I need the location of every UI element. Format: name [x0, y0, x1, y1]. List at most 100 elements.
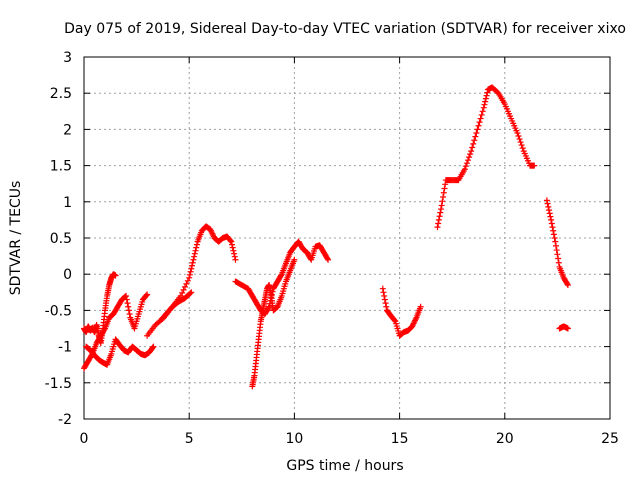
data-point [548, 216, 555, 223]
series-sat-c [83, 336, 157, 368]
data-point [149, 344, 156, 351]
data-point [126, 311, 133, 318]
data-point [190, 256, 197, 263]
data-point [514, 130, 521, 137]
chart-title: Day 075 of 2019, Sidereal Day-to-day VTE… [64, 21, 626, 37]
data-point [435, 220, 442, 227]
data-point [125, 303, 132, 310]
data-point [188, 289, 195, 296]
data-point [186, 274, 193, 281]
data-point [229, 244, 236, 251]
data-point [475, 122, 482, 129]
data-point [231, 250, 238, 257]
data-point [381, 292, 388, 299]
data-point [552, 242, 559, 249]
data-point [193, 241, 200, 248]
data-point [483, 92, 490, 99]
data-point [180, 286, 187, 293]
data-point [482, 98, 489, 105]
data-point [551, 235, 558, 241]
data-point [482, 95, 489, 102]
data-point [183, 280, 190, 287]
y-tick-label: -1 [58, 340, 72, 356]
data-point [188, 265, 195, 272]
data-point [470, 140, 477, 147]
data-point [552, 238, 559, 245]
data-point [555, 255, 562, 262]
axis-ticks [83, 56, 611, 420]
data-point [123, 292, 130, 299]
x-tick-label: 10 [285, 431, 303, 447]
data-point [442, 181, 449, 188]
data-point [228, 241, 235, 248]
y-tick-label: 0 [63, 267, 72, 283]
data-point [468, 148, 475, 155]
data-point [436, 213, 443, 220]
data-point [232, 256, 239, 263]
data-point [291, 256, 298, 263]
data-point [462, 163, 469, 170]
data-point [484, 89, 491, 96]
series-sat-k [556, 323, 571, 332]
data-point [544, 200, 551, 207]
data-point [548, 220, 555, 227]
series-sat-f [232, 238, 332, 318]
data-point [440, 189, 447, 196]
x-axis-label: GPS time / hours [286, 458, 403, 474]
data-point [437, 209, 444, 216]
data-point [179, 289, 186, 296]
data-point [554, 251, 561, 258]
data-point [479, 108, 486, 115]
data-point [193, 244, 200, 251]
data-point [192, 247, 199, 254]
plot-frame [83, 56, 611, 420]
data-point [553, 247, 560, 254]
y-tick-label: -0.5 [45, 303, 72, 319]
x-tick-label: 25 [601, 431, 619, 447]
data-point [464, 157, 471, 164]
y-tick-label: 0.5 [50, 231, 72, 247]
data-point [517, 139, 524, 146]
data-point [461, 166, 468, 173]
data-point [472, 133, 479, 140]
data-point [471, 137, 478, 144]
data-point [518, 142, 525, 149]
data-points [81, 84, 571, 390]
data-point [227, 237, 234, 244]
data-point [519, 145, 526, 152]
data-point [125, 307, 132, 314]
data-point [473, 130, 480, 137]
data-point [187, 290, 194, 297]
data-point [124, 300, 131, 307]
data-point [143, 292, 150, 299]
series-sat-h [379, 285, 424, 339]
data-point [382, 300, 389, 307]
data-point [228, 238, 235, 245]
data-point [101, 326, 108, 333]
data-point [476, 119, 483, 126]
data-point [477, 115, 484, 122]
data-point [380, 289, 387, 296]
data-point [122, 293, 129, 300]
data-point [112, 272, 119, 279]
data-point [266, 303, 273, 310]
x-tick-label: 15 [391, 431, 409, 447]
data-point [231, 253, 238, 260]
data-point [474, 126, 481, 133]
series-sat-i [434, 84, 538, 231]
data-point [549, 224, 556, 231]
tick-labels: 0 5 10 15 20 25 -2 -1.5 -1 -0.5 0 0.5 1 1.5 2 2.5 3 [45, 50, 619, 447]
series-sat-j [543, 197, 571, 289]
y-tick-label: 2 [63, 122, 72, 138]
data-point [555, 259, 562, 266]
series-sat-e [156, 289, 195, 325]
series-sat-g [249, 256, 298, 390]
data-point [564, 282, 571, 289]
data-point [547, 213, 554, 220]
data-point [545, 207, 552, 214]
x-tick-label: 20 [496, 431, 514, 447]
data-point [439, 198, 446, 205]
y-tick-label: -1.5 [45, 376, 72, 392]
y-tick-label: 1 [63, 195, 72, 211]
